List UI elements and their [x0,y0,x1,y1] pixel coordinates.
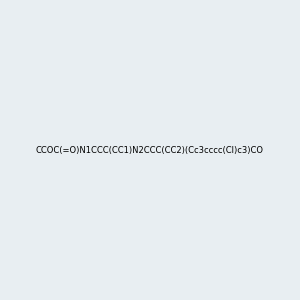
Text: CCOC(=O)N1CCC(CC1)N2CCC(CC2)(Cc3cccc(Cl)c3)CO: CCOC(=O)N1CCC(CC1)N2CCC(CC2)(Cc3cccc(Cl)… [36,146,264,154]
